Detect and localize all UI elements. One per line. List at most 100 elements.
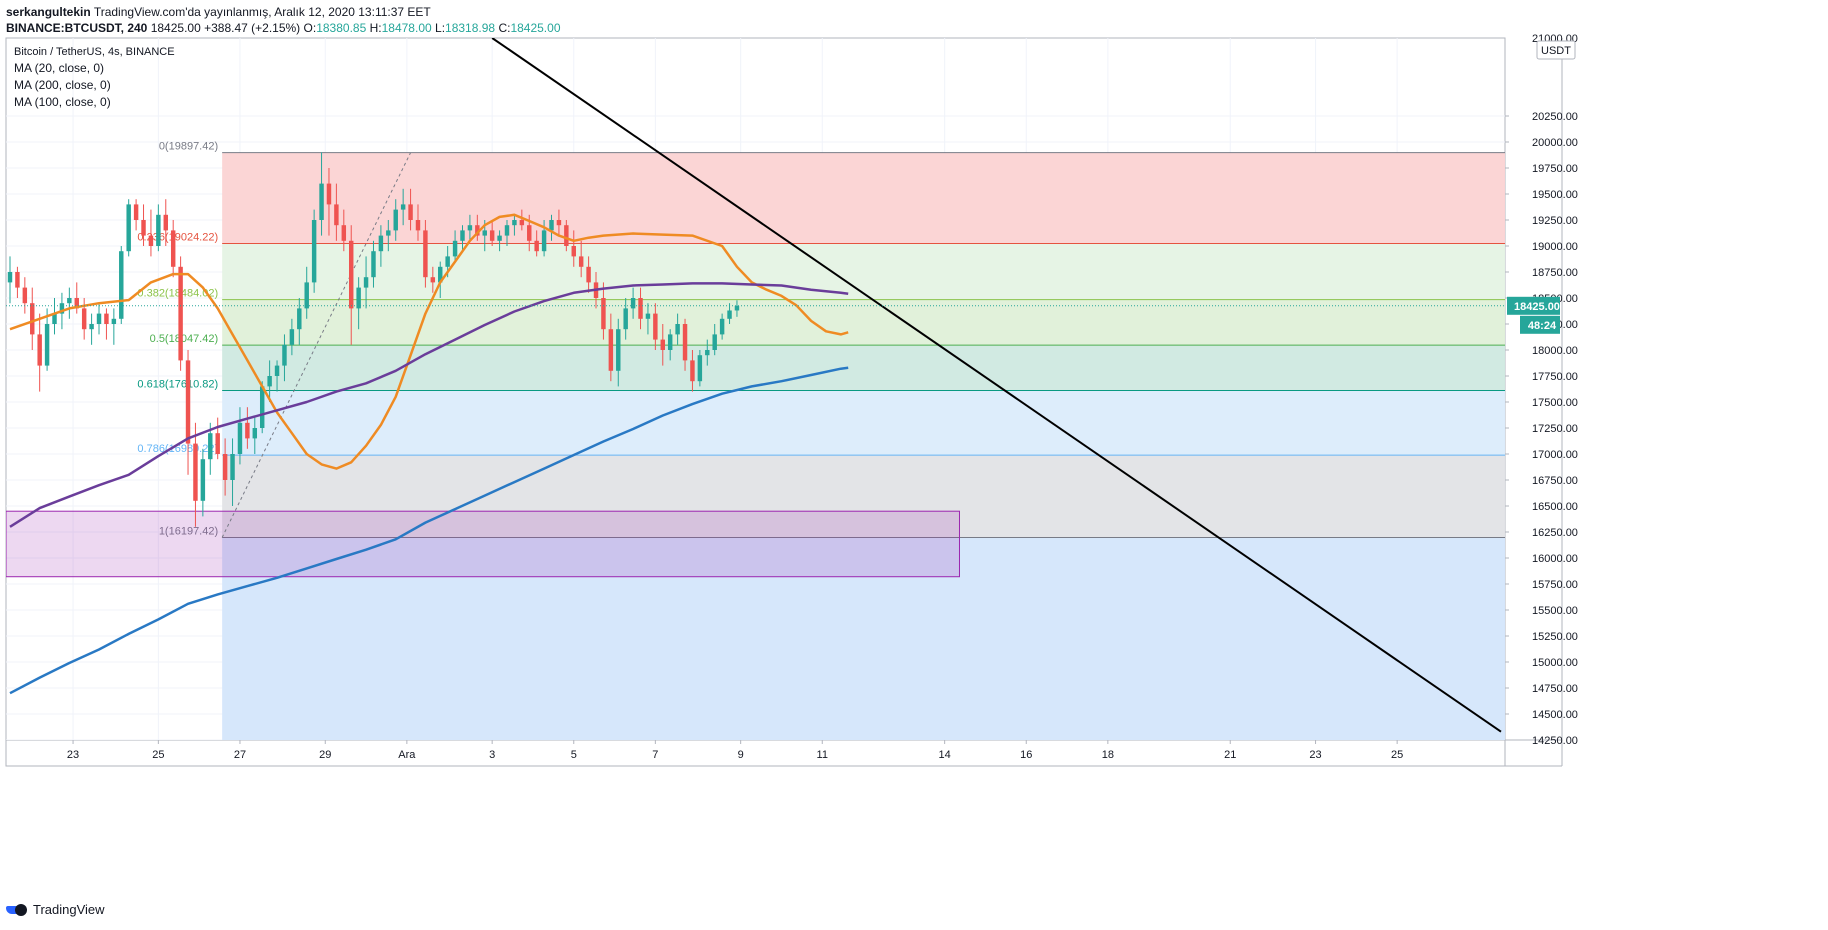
fib-level-label: 0.382(18484.02)	[137, 288, 218, 300]
footer-brand[interactable]: TradingView	[6, 902, 105, 917]
candle-body	[81, 308, 87, 330]
candle-body	[230, 454, 235, 480]
candle-body	[7, 272, 13, 283]
candle-body	[282, 344, 287, 366]
candle-body	[104, 313, 109, 324]
publish-line: serkangultekin TradingView.com'da yayınl…	[6, 5, 431, 20]
time-tick-label: 14	[939, 749, 951, 761]
candle-body	[556, 220, 562, 226]
last-price: 18425.00	[150, 21, 201, 35]
time-tick-label: 29	[319, 749, 331, 761]
candle-body	[297, 308, 302, 330]
candle-body	[400, 204, 406, 210]
price-tick-label: 14500.00	[1532, 709, 1578, 721]
candle-body	[445, 256, 450, 267]
symbol-label: BINANCE:BTCUSDT, 240	[6, 21, 148, 35]
low-label: L:	[435, 21, 446, 35]
price-tick-label: 14750.00	[1532, 683, 1578, 695]
candle-body	[252, 428, 258, 439]
high-label: H:	[369, 21, 382, 35]
candle-body	[489, 230, 495, 241]
fib-band	[222, 390, 1505, 456]
candle-body	[460, 230, 465, 241]
candle-body	[245, 422, 250, 439]
candle-body	[690, 360, 695, 382]
candle-body	[653, 313, 658, 340]
candle-body	[363, 277, 369, 288]
candle-body	[697, 355, 703, 382]
candle-body	[208, 433, 213, 460]
candle-body	[356, 287, 361, 309]
candle-body	[341, 225, 347, 241]
fib-level-label: 1(16197.42)	[159, 525, 218, 537]
candle-body	[15, 272, 20, 288]
candle-body	[111, 318, 117, 324]
candle-body	[326, 183, 332, 205]
candle-body	[267, 376, 272, 387]
candle-body	[319, 183, 324, 220]
candle-body	[712, 334, 717, 350]
candle-body	[475, 225, 480, 236]
candle-body	[200, 459, 206, 501]
candle-body	[705, 350, 710, 356]
candle-body	[30, 303, 35, 335]
last-price-tag	[1507, 296, 1560, 315]
candle-body	[423, 230, 428, 278]
candle-body	[393, 209, 398, 231]
fib-level-label: 0(19897.42)	[159, 141, 218, 153]
time-tick-label: 11	[817, 749, 828, 761]
candle-body	[601, 298, 606, 330]
fib-band	[222, 345, 1505, 391]
candle-body	[578, 256, 584, 267]
legend-ma20: MA (20, close, 0)	[14, 61, 104, 75]
price-tick-label: 15000.00	[1532, 657, 1578, 669]
high-value: 18478.00	[381, 21, 432, 35]
candle-body	[311, 220, 317, 283]
time-tick-label: 18	[1102, 749, 1114, 761]
candle-body	[126, 204, 131, 252]
candle-body	[482, 230, 487, 236]
candle-body	[259, 386, 265, 428]
moving-average-line	[9, 213, 849, 470]
price-tick-label: 16000.00	[1532, 553, 1578, 565]
fib-level-label: 0.5(18047.42)	[150, 333, 219, 345]
candle-body	[44, 324, 50, 366]
candle-body	[89, 324, 94, 330]
candle-body	[541, 230, 547, 252]
candle-body	[170, 230, 176, 267]
plot-area: 0(19897.42)0.236(19024.22)0.382(18484.02…	[6, 38, 1505, 740]
fib-band	[222, 455, 1505, 538]
published-text: TradingView.com'da yayınlanmış, Aralık 1…	[93, 5, 431, 19]
time-tick-label: 9	[738, 749, 744, 761]
candle-body	[289, 329, 295, 345]
candle-body	[497, 235, 502, 241]
candle-body	[237, 422, 243, 454]
time-tick-label: 25	[152, 749, 164, 761]
candle-body	[59, 303, 65, 314]
time-tick-label: 3	[489, 749, 495, 761]
currency-label: USDT	[1541, 45, 1571, 57]
candle-body	[163, 214, 169, 231]
price-tick-label: 17000.00	[1532, 449, 1578, 461]
time-tick-label: 23	[1309, 749, 1321, 761]
price-tick-label: 14250.00	[1532, 735, 1578, 747]
candle-body	[178, 266, 183, 361]
candle-body	[527, 225, 532, 241]
price-tick-label: 17500.00	[1532, 397, 1578, 409]
candle-body	[512, 220, 517, 226]
price-tick-label: 19750.00	[1532, 163, 1578, 175]
candle-body	[148, 235, 154, 246]
price-tick-label: 19500.00	[1532, 189, 1578, 201]
price-tick-label: 17250.00	[1532, 423, 1578, 435]
candle-body	[660, 339, 666, 350]
candle-body	[386, 230, 391, 236]
candle-body	[74, 298, 79, 309]
candle-body	[675, 324, 680, 335]
candle-body	[193, 443, 198, 501]
candle-body	[378, 235, 384, 252]
candle-body	[467, 225, 473, 231]
author-name[interactable]: serkangultekin	[6, 5, 91, 19]
brand-label: TradingView	[33, 902, 105, 917]
fib-band	[222, 537, 1505, 740]
